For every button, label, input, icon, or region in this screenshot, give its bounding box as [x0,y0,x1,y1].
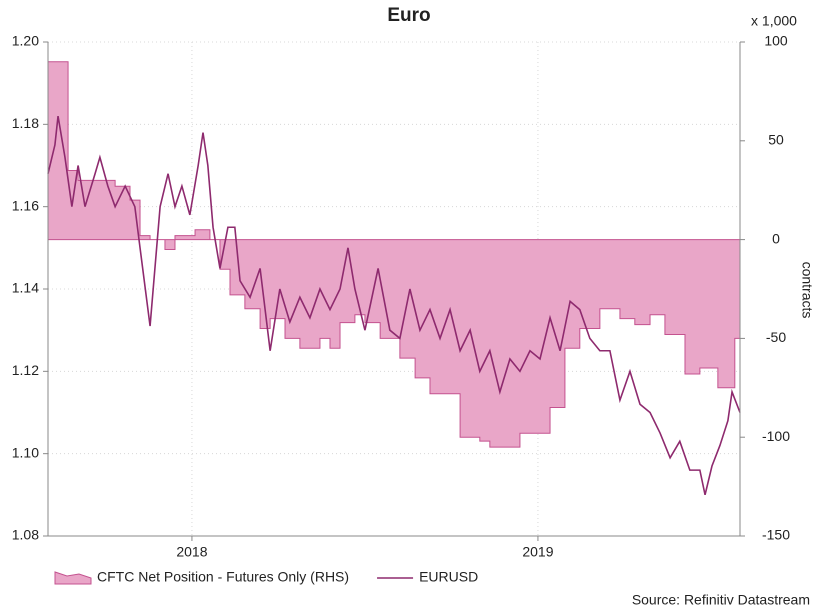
y2-tick-label: 100 [764,33,788,49]
source: Source: Refinitiv Datastream [632,592,810,607]
legend-swatch [54,571,92,585]
y2-tick-label: 50 [768,132,784,148]
y-tick-label: 1.20 [12,33,39,49]
line [47,115,741,496]
y2-tick-label: 0 [772,230,780,246]
legend-label: EURUSD [419,569,478,585]
x-tick-label: 2019 [522,544,553,560]
y-tick-label: 1.12 [12,362,39,378]
y2-tick-label: -150 [762,527,790,543]
y-tick-label: 1.14 [12,280,39,296]
y2-unit: x 1,000 [751,13,797,29]
chart-title: Euro [387,5,430,26]
y-tick-label: 1.10 [12,444,39,460]
y-tick-label: 1.08 [12,527,39,543]
x-tick-label: 2018 [176,544,207,560]
y2-tick-label: -50 [766,329,786,345]
y-tick-label: 1.18 [12,115,39,131]
legend-label: CFTC Net Position - Futures Only (RHS) [97,569,349,585]
area [47,61,741,448]
y2-tick-label: -100 [762,428,790,444]
y-tick-label: 1.16 [12,197,39,213]
y2-axis-label: contracts [799,262,815,319]
